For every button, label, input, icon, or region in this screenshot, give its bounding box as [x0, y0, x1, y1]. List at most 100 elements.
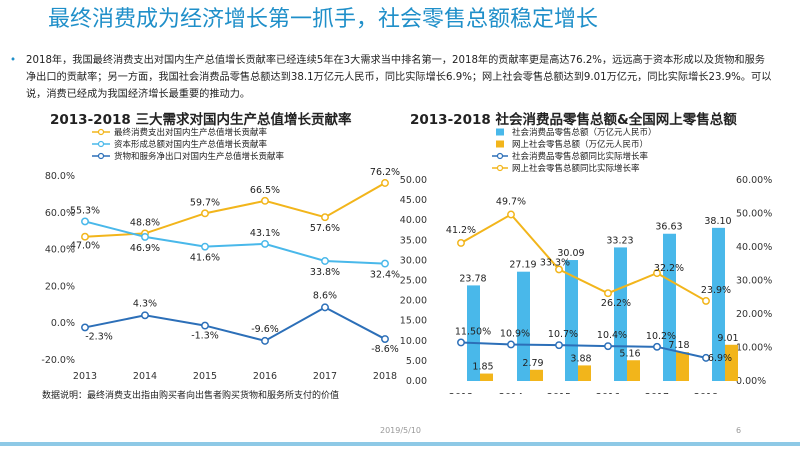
- growth-label: 10.7%: [548, 329, 578, 340]
- growth-point: [555, 265, 563, 274]
- x-tick-label: 2018: [694, 392, 718, 394]
- data-label: 8.6%: [313, 290, 337, 301]
- growth-point: [457, 239, 465, 247]
- chart2-title: 2013-2018 社会消费品零售总额&全国网上零售总额: [410, 112, 737, 128]
- y-left-tick-label: 5.00: [406, 356, 427, 367]
- data-point: [321, 303, 329, 312]
- x-tick-label: 2016: [596, 392, 620, 394]
- data-label: 47.0%: [70, 241, 100, 252]
- retail-bar-label: 23.78: [459, 273, 486, 284]
- data-label: -1.3%: [191, 331, 219, 342]
- data-label: 4.3%: [133, 298, 157, 309]
- retail-bar-label: 33.23: [606, 235, 633, 246]
- online-bar-label: 3.88: [570, 353, 591, 364]
- growth-label: 26.2%: [601, 298, 631, 309]
- summary-text: 2018年，我国最终消费支出对国内生产总值增长贡献率已经连续5年在3大需求当中排…: [26, 55, 772, 100]
- retail-bar: [565, 260, 578, 381]
- data-point: [81, 217, 89, 226]
- chart1-title: 2013-2018 三大需求对国内生产总值增长贡献率: [50, 112, 352, 128]
- legend-marker-1: [97, 140, 105, 148]
- growth-label: 6.9%: [708, 353, 732, 364]
- data-label: 46.9%: [130, 243, 160, 254]
- y-tick-label: 60.0%: [45, 208, 75, 219]
- y-left-tick-label: 0.00: [406, 376, 427, 387]
- growth-label: 41.2%: [446, 225, 476, 236]
- y-right-tick-label: 10.00%: [736, 343, 772, 354]
- retail-bar-label: 36.63: [655, 222, 682, 233]
- growth-point: [507, 340, 515, 349]
- online-bar: [578, 365, 591, 381]
- growth-point: [604, 289, 612, 298]
- x-tick-label: 2018: [373, 371, 397, 382]
- legend-label-2: 社会消费品零售总额同比实际增长率: [512, 151, 649, 162]
- footer-date: 2019/5/10: [380, 426, 422, 435]
- y-tick-label: 20.0%: [45, 281, 75, 292]
- x-tick-label: 2013: [449, 392, 473, 394]
- retail-bar: [663, 233, 676, 381]
- retail-bar: [467, 285, 480, 381]
- data-note: 数据说明：最终消费支出指由购买者向出售者购买货物和服务所支付的价值: [42, 391, 340, 401]
- data-label: -2.3%: [85, 331, 113, 342]
- retail-bar: [517, 271, 530, 381]
- retail-bar-label: 38.10: [704, 216, 731, 227]
- legend-swatch-1: [496, 140, 504, 148]
- data-point: [81, 323, 89, 332]
- online-bar-label: 2.79: [522, 358, 543, 369]
- legend-marker-0: [97, 128, 105, 136]
- x-tick-label: 2017: [645, 392, 669, 394]
- growth-label: 23.9%: [701, 285, 731, 296]
- growth-point: [555, 341, 563, 350]
- retail-bar-label: 30.09: [557, 248, 584, 259]
- retail-sales-chart: 社会消费品零售总额（万亿元人民币）网上社会零售总额（万亿元人民币）社会消费品零售…: [400, 127, 772, 394]
- data-point: [141, 311, 149, 320]
- y-right-tick-label: 40.00%: [736, 242, 772, 253]
- data-label: 32.4%: [370, 270, 400, 281]
- data-point: [201, 242, 209, 251]
- legend-label-3: 网上社会零售总额同比实际增长率: [512, 163, 640, 174]
- online-bar-label: 1.85: [472, 362, 493, 373]
- legend-marker-3: [496, 164, 504, 172]
- legend-label-1: 资本形成总额对国内生产总值增长贡献率: [114, 139, 268, 150]
- y-tick-label: 40.0%: [45, 245, 75, 256]
- series-line-1: [84, 220, 386, 265]
- growth-label: 49.7%: [496, 197, 526, 208]
- data-label: 33.8%: [310, 267, 340, 278]
- y-left-tick-label: 50.00: [400, 175, 427, 186]
- y-left-tick-label: 30.00: [400, 255, 427, 266]
- bullet-icon: •: [10, 55, 17, 66]
- growth-point: [653, 269, 661, 278]
- x-tick-label: 2016: [253, 371, 277, 382]
- data-point: [261, 239, 269, 248]
- data-point: [261, 196, 269, 205]
- y-left-tick-label: 15.00: [400, 316, 427, 327]
- x-tick-label: 2015: [547, 392, 571, 394]
- data-point: [141, 232, 149, 241]
- y-tick-label: 80.0%: [45, 171, 75, 182]
- growth-line-1: [460, 213, 707, 302]
- growth-line-0: [460, 341, 707, 359]
- data-label: 55.3%: [70, 205, 100, 216]
- x-tick-label: 2015: [193, 371, 217, 382]
- growth-label: 10.4%: [597, 330, 627, 341]
- data-label: 76.2%: [370, 167, 400, 178]
- online-bar: [676, 352, 689, 381]
- data-label: 66.5%: [250, 185, 280, 196]
- growth-point: [457, 338, 465, 347]
- online-bar-label: 5.16: [619, 348, 640, 359]
- growth-point: [702, 353, 710, 362]
- growth-label: 11.50%: [455, 326, 491, 337]
- x-tick-label: 2013: [73, 371, 97, 382]
- bottom-rule: [0, 442, 800, 446]
- y-right-tick-label: 60.00%: [736, 175, 772, 186]
- y-left-tick-label: 35.00: [400, 235, 427, 246]
- retail-bar: [614, 247, 627, 381]
- online-bar: [530, 369, 543, 381]
- data-label: -9.6%: [251, 324, 279, 335]
- legend-label-1: 网上社会零售总额（万亿元人民币）: [512, 139, 648, 150]
- online-bar: [627, 360, 640, 381]
- data-point: [381, 259, 389, 268]
- y-left-tick-label: 10.00: [400, 336, 427, 347]
- y-tick-label: -20.0%: [41, 355, 75, 366]
- page-number: 6: [736, 426, 742, 435]
- growth-point: [604, 342, 612, 351]
